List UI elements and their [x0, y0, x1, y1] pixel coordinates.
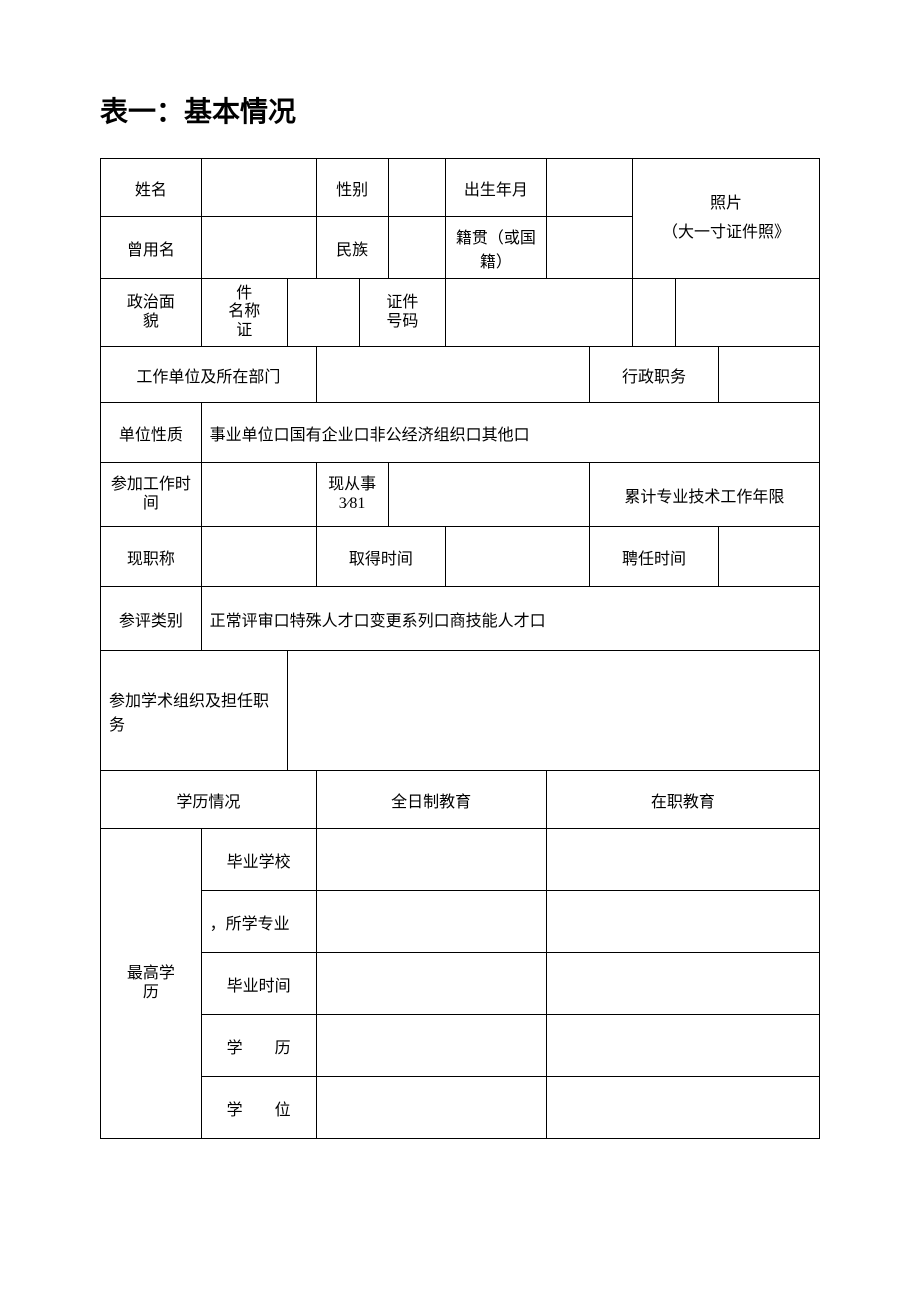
value-xuewei-oj [546, 1077, 819, 1139]
label-admin-post: 行政职务 [589, 347, 718, 403]
label-native-place: 籍贯（或国籍） [446, 217, 547, 279]
label-xuewei: 学 位 [201, 1077, 316, 1139]
value-grad-school-oj [546, 829, 819, 891]
label-gender: 性别 [316, 159, 388, 217]
value-eval-type: 正常评审口特殊人才口变更系列口商技能人才口 [201, 587, 819, 651]
value-name [201, 159, 316, 217]
value-major-ft [316, 891, 546, 953]
label-accum-years: 累计专业技术工作年限 [589, 463, 819, 527]
value-unit-nature: 事业单位口国有企业口非公经济组织口其他口 [201, 403, 819, 463]
value-appoint-time [719, 527, 820, 587]
value-dob [546, 159, 632, 217]
label-edu-situation: 学历情况 [101, 771, 317, 829]
label-join-work: 参加工作时间 [101, 463, 202, 527]
label-unit-nature: 单位性质 [101, 403, 202, 463]
label-current-title: 现职称 [101, 527, 202, 587]
label-appoint-time: 聘任时间 [589, 527, 718, 587]
basic-info-table: 姓名 性别 出生年月 照片 （大一寸证件照》 曾用名 民族 籍贯（或国籍） 政治… [100, 158, 820, 1139]
label-highest-edu: 最高学历 [101, 829, 202, 1139]
value-major-oj [546, 891, 819, 953]
label-dob: 出生年月 [446, 159, 547, 217]
label-ethnicity: 民族 [316, 217, 388, 279]
label-eval-type: 参评类别 [101, 587, 202, 651]
value-gender [388, 159, 446, 217]
page-title: 表一：基本情况 [100, 90, 820, 130]
blank-cell-1 [632, 279, 675, 347]
label-political: 政治面貌 [101, 279, 202, 347]
value-join-work [201, 463, 316, 527]
value-obtain-time [446, 527, 590, 587]
blank-cell-2 [676, 279, 820, 347]
label-id-number: 证件号码 [359, 279, 445, 347]
value-xueli-ft [316, 1015, 546, 1077]
value-id-number [446, 279, 633, 347]
label-name: 姓名 [101, 159, 202, 217]
label-major: ，所学专业 [201, 891, 316, 953]
value-grad-time-ft [316, 953, 546, 1015]
label-obtain-time: 取得时间 [316, 527, 445, 587]
label-onjob-edu: 在职教育 [546, 771, 819, 829]
label-current-field: 现从事 3⁄81 [316, 463, 388, 527]
value-academic-org [287, 651, 819, 771]
label-grad-time: 毕业时间 [201, 953, 316, 1015]
label-work-unit: 工作单位及所在部门 [101, 347, 317, 403]
value-work-unit [316, 347, 589, 403]
photo-label-2: （大一寸证件照》 [662, 224, 790, 241]
label-fulltime-edu: 全日制教育 [316, 771, 546, 829]
value-ethnicity [388, 217, 446, 279]
value-xueli-oj [546, 1015, 819, 1077]
value-current-field [388, 463, 589, 527]
photo-cell: 照片 （大一寸证件照》 [632, 159, 819, 279]
label-id-name: 件名称证 [201, 279, 287, 347]
label-former-name: 曾用名 [101, 217, 202, 279]
photo-label-1: 照片 [710, 195, 742, 212]
label-grad-school: 毕业学校 [201, 829, 316, 891]
value-grad-time-oj [546, 953, 819, 1015]
value-current-title [201, 527, 316, 587]
value-admin-post [719, 347, 820, 403]
value-xuewei-ft [316, 1077, 546, 1139]
value-grad-school-ft [316, 829, 546, 891]
label-xueli: 学 历 [201, 1015, 316, 1077]
value-id-name [287, 279, 359, 347]
value-native-place [546, 217, 632, 279]
label-academic-org: 参加学术组织及担任职务 [101, 651, 288, 771]
value-former-name [201, 217, 316, 279]
